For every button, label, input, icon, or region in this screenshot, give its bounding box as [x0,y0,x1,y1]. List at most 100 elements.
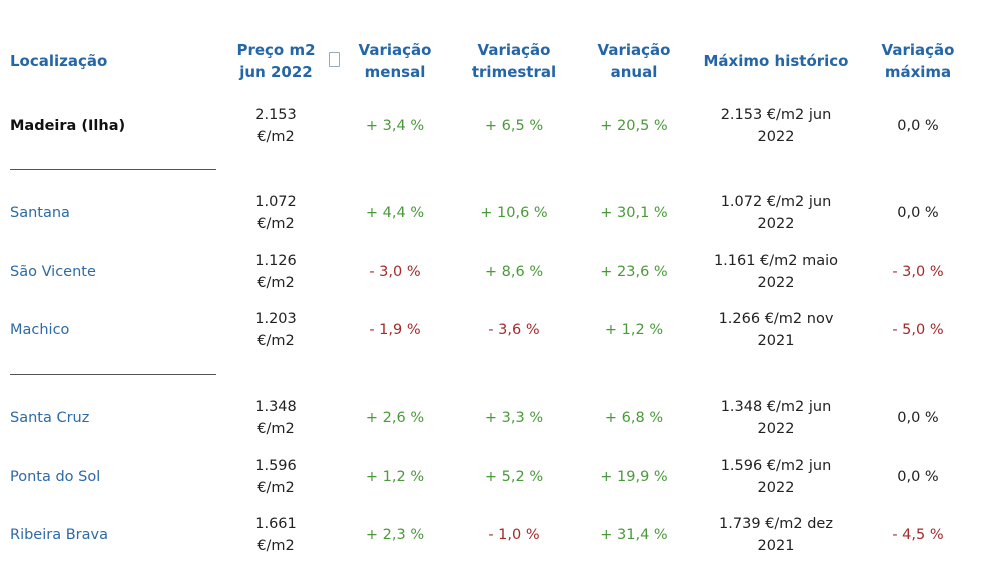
cell-annual: + 6,8 % [589,393,679,443]
location-label: Ribeira Brava [10,527,108,543]
price-value: 1.661 [255,516,297,532]
quarterly-value: + 5,2 % [484,469,544,485]
header-annual-line1: Variação [597,41,671,59]
cell-monthly: + 4,4 % [350,188,440,238]
cell-annual: + 1,2 % [589,305,679,355]
cell-quarterly: + 10,6 % [464,188,564,238]
price-unit: €/m2 [257,333,295,349]
max-historic-line1: 1.266 €/m2 nov [718,311,834,327]
price-unit: €/m2 [257,216,295,232]
price-unit: €/m2 [257,480,295,496]
cell-annual: + 31,4 % [589,510,679,560]
table-row: Santana 1.072 €/m2 + 4,4 % + 10,6 % + 30,1 % 1… [0,188,1000,238]
cell-max-var: 0,0 % [872,393,964,443]
header-quarterly-line1: Variação [477,41,551,59]
location-link[interactable]: Machico [10,305,69,355]
annual-value: + 20,5 % [600,118,668,134]
cell-max-historic: 1.348 €/m2 jun 2022 [696,393,856,443]
price-value: 1.348 [255,399,297,415]
price-value: 1.072 [255,194,297,210]
max-historic-line1: 1.072 €/m2 jun [720,194,832,210]
annual-value: + 1,2 % [604,322,664,338]
cell-monthly: + 2,6 % [350,393,440,443]
location-label: Ponta do Sol [10,469,101,485]
monthly-value: + 4,4 % [365,205,425,221]
max-historic-line1: 2.153 €/m2 jun [720,107,832,123]
max-historic-line2: 2022 [757,129,795,145]
header-quarterly-line2: trimestral [471,63,557,81]
header-annual-line2: anual [610,63,658,81]
monthly-value: - 3,0 % [369,264,421,280]
cell-quarterly: + 8,6 % [464,247,564,297]
location-label: Santana [10,205,70,221]
cell-price: 1.348 €/m2 [228,393,324,443]
cell-max-var: - 4,5 % [872,510,964,560]
max-var-value: - 3,0 % [892,264,944,280]
max-var-value: - 5,0 % [892,322,944,338]
max-historic-line2: 2022 [757,480,795,496]
cell-max-var: 0,0 % [872,101,964,151]
header-max-var-line2: máxima [884,63,952,81]
cell-quarterly: + 6,5 % [464,101,564,151]
header-max-historic[interactable]: Máximo histórico [696,38,856,84]
header-location-label: Localização [10,52,108,70]
location-link[interactable]: Ponta do Sol [10,452,100,502]
annual-value: + 6,8 % [604,410,664,426]
cell-max-historic: 1.072 €/m2 jun 2022 [696,188,856,238]
cell-max-var: 0,0 % [872,188,964,238]
header-annual[interactable]: Variação anual [589,38,679,84]
cell-quarterly: - 1,0 % [464,510,564,560]
price-value: 1.596 [255,458,297,474]
quarterly-value: + 8,6 % [484,264,544,280]
monthly-value: + 2,6 % [365,410,425,426]
location-link[interactable]: Santana [10,188,70,238]
cell-price: 1.203 €/m2 [228,305,324,355]
cell-quarterly: + 3,3 % [464,393,564,443]
header-location[interactable]: Localização [10,38,150,84]
cell-monthly: + 3,4 % [350,101,440,151]
quarterly-value: + 3,3 % [484,410,544,426]
monthly-value: + 2,3 % [365,527,425,543]
header-monthly[interactable]: Variação mensal [350,38,440,84]
table-row: Ribeira Brava 1.661 €/m2 + 2,3 % - 1,0 % + 31… [0,510,1000,560]
cell-price: 1.661 €/m2 [228,510,324,560]
header-max-var[interactable]: Variação máxima [872,38,964,84]
location-name: Madeira (Ilha) [10,101,125,151]
cell-annual: + 23,6 % [589,247,679,297]
max-historic-line1: 1.739 €/m2 dez [719,516,833,532]
cell-quarterly: - 3,6 % [464,305,564,355]
cell-annual: + 19,9 % [589,452,679,502]
header-price-line1: Preço m2 [236,41,316,59]
monthly-value: - 1,9 % [369,322,421,338]
cell-price: 1.072 €/m2 [228,188,324,238]
max-var-value: 0,0 % [897,469,939,485]
location-link[interactable]: Ribeira Brava [10,510,108,560]
max-var-value: - 4,5 % [892,527,944,543]
location-label: Santa Cruz [10,410,90,426]
cell-max-var: 0,0 % [872,452,964,502]
max-historic-line1: 1.596 €/m2 jun [720,458,832,474]
max-var-value: 0,0 % [897,205,939,221]
table-row: São Vicente 1.126 €/m2 - 3,0 % + 8,6 % + 23,6… [0,247,1000,297]
price-value: 1.203 [255,311,297,327]
header-max-historic-label: Máximo histórico [703,52,849,70]
price-unit: €/m2 [257,421,295,437]
location-link[interactable]: Santa Cruz [10,393,89,443]
quarterly-value: + 6,5 % [484,118,544,134]
quarterly-value: + 10,6 % [480,205,548,221]
max-var-value: 0,0 % [897,118,939,134]
header-price[interactable]: Preço m2 jun 2022 [228,38,340,84]
cell-max-var: - 5,0 % [872,305,964,355]
cell-max-historic: 1.739 €/m2 dez 2021 [696,510,856,560]
table-row: Santa Cruz 1.348 €/m2 + 2,6 % + 3,3 % + 6,8 %… [0,393,1000,443]
sort-icon[interactable] [329,52,340,67]
table-row: Machico 1.203 €/m2 - 1,9 % - 3,6 % + 1,2 % 1.2… [0,305,1000,355]
separator-line [10,169,216,170]
cell-max-historic: 1.596 €/m2 jun 2022 [696,452,856,502]
cell-price: 1.126 €/m2 [228,247,324,297]
location-link[interactable]: São Vicente [10,247,96,297]
table-row: Ponta do Sol 1.596 €/m2 + 1,2 % + 5,2 % + 19,… [0,452,1000,502]
cell-annual: + 30,1 % [589,188,679,238]
header-quarterly[interactable]: Variação trimestral [464,38,564,84]
header-max-var-line1: Variação [881,41,955,59]
